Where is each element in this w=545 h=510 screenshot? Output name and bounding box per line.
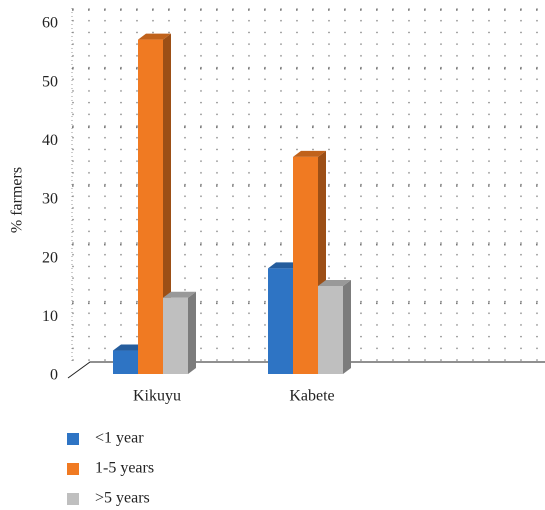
legend-label: >5 years [95,490,150,507]
bar [318,286,343,374]
legend-label: <1 year [95,430,144,447]
legend-label: 1-5 years [95,460,154,477]
y-tick-label: 20 [42,249,58,266]
x-tick-label: Kikuyu [133,388,181,405]
bar-top [163,291,196,298]
y-tick-label: 10 [42,308,58,325]
bar [293,156,318,374]
y-tick-label: 40 [42,132,58,149]
bar [268,268,293,374]
y-tick-label: 0 [50,367,58,384]
legend-swatch [67,463,79,475]
bar [163,297,188,374]
bar-top [318,280,351,286]
floor [67,361,545,379]
y-tick-label: 60 [42,15,58,32]
bar-side [163,33,171,374]
bar [113,350,138,374]
bar-top [268,262,301,269]
bar-side [188,291,196,374]
legend-swatch [67,493,79,505]
bar [138,39,163,374]
bar-side [343,280,351,374]
bar-top [113,344,146,351]
x-tick-label: Kabete [289,388,334,405]
bar-top [293,150,326,157]
y-tick-label: 30 [42,191,58,208]
legend-swatch [67,433,79,445]
y-tick-label: 50 [42,73,58,90]
bar-top [138,33,171,40]
y-axis-label: % farmers [9,167,26,233]
